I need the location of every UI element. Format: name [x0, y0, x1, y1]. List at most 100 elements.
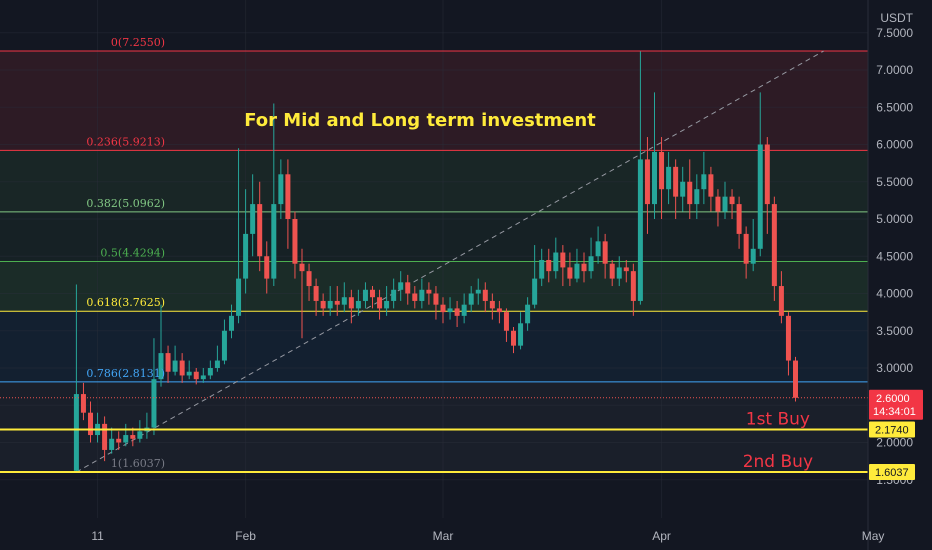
candle-body: [292, 219, 298, 264]
candle-body: [666, 166, 672, 190]
candle-body: [426, 289, 432, 294]
candle-body: [299, 263, 305, 272]
candle-body: [729, 196, 735, 205]
candle-body: [574, 263, 580, 279]
candle-body: [680, 181, 686, 197]
candle-body: [701, 174, 707, 190]
candle-body: [602, 241, 608, 264]
fib-level-label: 0.786(2.8131): [86, 367, 165, 380]
candle-body: [637, 159, 643, 301]
candle-body: [771, 204, 777, 287]
candle-body: [214, 360, 220, 368]
candle-body: [207, 368, 213, 376]
candle-body: [186, 371, 192, 376]
candle-body: [518, 323, 524, 346]
fib-band: [0, 51, 868, 151]
candle-body: [250, 204, 256, 234]
candle-body: [475, 289, 481, 294]
candle-body: [109, 438, 115, 450]
candle-body: [553, 252, 559, 272]
candle-body: [405, 282, 411, 294]
candle-body: [165, 353, 171, 372]
price-tick-label: 3.0000: [876, 361, 913, 375]
candle-body: [377, 297, 383, 309]
candle-body: [80, 394, 86, 413]
candle-body: [285, 174, 291, 219]
fib-band: [0, 211, 868, 262]
candle-body: [687, 181, 693, 205]
candle-body: [334, 300, 340, 305]
time-tick-label: Apr: [652, 529, 671, 543]
price-tick-label: 7.5000: [876, 26, 913, 40]
candle-body: [355, 300, 361, 309]
time-tick-label: Mar: [433, 529, 454, 543]
candle-body: [158, 353, 164, 380]
candle-body: [130, 435, 136, 439]
candle-body: [546, 259, 552, 272]
candle-body: [588, 256, 594, 272]
candle-body: [708, 174, 714, 197]
candle-body: [433, 293, 439, 305]
candle-body: [609, 263, 615, 279]
price-tick-label: 3.5000: [876, 324, 913, 338]
currency-label: USDT: [880, 11, 913, 25]
candle-body: [193, 371, 199, 380]
candle-body: [489, 300, 495, 309]
candle-body: [447, 308, 453, 313]
trend-line: [76, 50, 824, 473]
candle-body: [88, 412, 93, 436]
candle-body: [236, 278, 242, 316]
candle-body: [644, 159, 650, 205]
candle-body: [743, 233, 749, 264]
candle-body: [532, 278, 538, 305]
candle-body: [391, 289, 397, 301]
candle-body: [736, 204, 742, 234]
candle-body: [137, 431, 143, 439]
candle-body: [616, 267, 622, 279]
candle-body: [468, 293, 474, 305]
candle-body: [785, 315, 791, 361]
fib-band: [0, 311, 868, 382]
candle-body: [454, 308, 460, 316]
candle-body: [722, 196, 728, 212]
candle-body: [384, 300, 390, 309]
candle-body: [630, 271, 636, 301]
candle-body: [278, 174, 284, 205]
level-badge-label: 1.6037: [875, 467, 909, 479]
candle-body: [362, 289, 368, 301]
horizontal-lines: [0, 397, 868, 474]
candle-body: [560, 252, 566, 268]
candle-body: [327, 300, 333, 309]
price-tick-label: 6.0000: [876, 138, 913, 152]
fib-labels: 0(7.2550) 0.236(5.9213) 0.382(5.0962) 0.5(4…: [86, 36, 165, 470]
candle-body: [482, 289, 488, 301]
candle-body: [398, 282, 404, 290]
candles: [73, 51, 798, 473]
candle-body: [313, 286, 319, 301]
time-axis[interactable]: 11FebMarAprMayJun21: [91, 529, 932, 543]
candle-body: [73, 394, 79, 471]
candle-body: [659, 151, 665, 190]
time-tick-label: Feb: [235, 529, 256, 543]
candle-body: [673, 166, 679, 197]
buy-label: 1st Buy: [746, 410, 810, 430]
fib-band: [0, 381, 868, 473]
candle-body: [778, 286, 784, 316]
candle-body: [750, 248, 756, 264]
candle-body: [123, 435, 129, 443]
fib-level-label: 0.5(4.4294): [100, 247, 165, 260]
price-tick-label: 7.0000: [876, 63, 913, 77]
candle-body: [306, 271, 312, 287]
candle-body: [172, 360, 178, 372]
candle-body: [652, 151, 657, 205]
fib-level-label: 0.236(5.9213): [86, 135, 165, 148]
last-price-badge: [869, 389, 923, 420]
candle-body: [116, 438, 122, 443]
price-axis-bg: [868, 0, 932, 550]
candle-body: [511, 330, 516, 346]
candle-body: [229, 315, 234, 331]
candle-body: [370, 289, 375, 298]
candle-body: [200, 375, 206, 380]
